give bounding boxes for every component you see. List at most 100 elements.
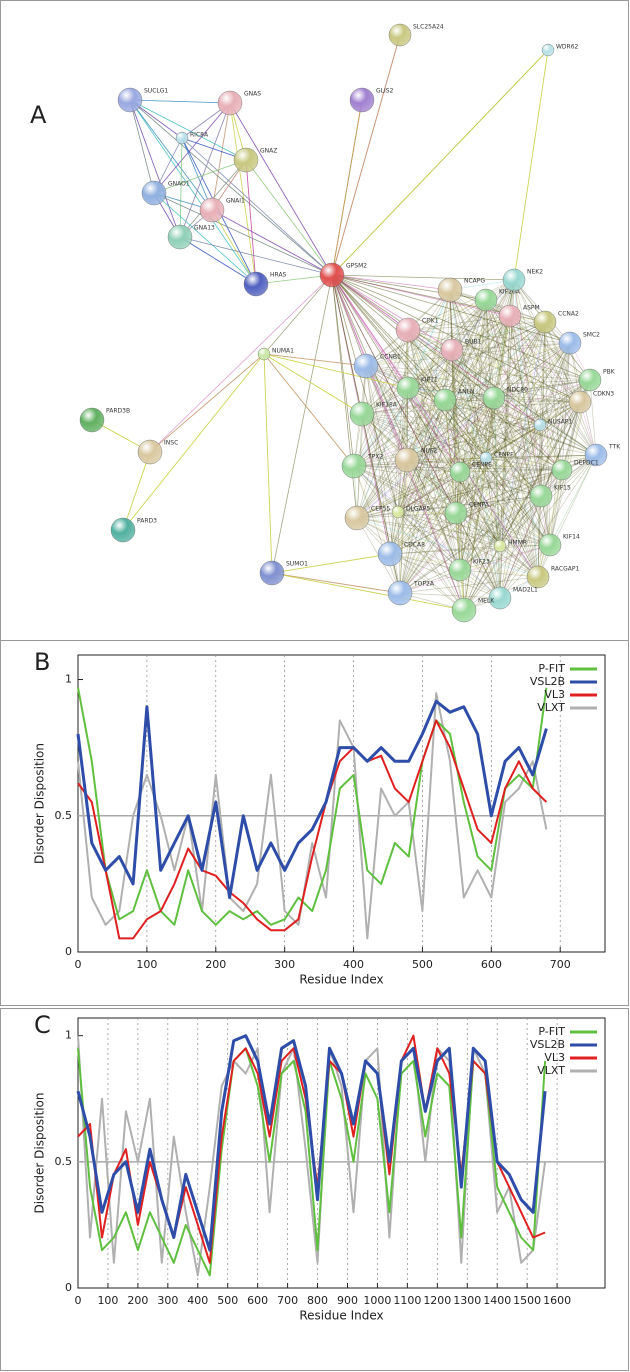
panel-label: B (34, 648, 50, 676)
network-edge (540, 342, 571, 497)
network-edge (356, 517, 539, 578)
y-tick-label: 0 (65, 1281, 72, 1294)
network-edge (407, 387, 461, 571)
network-edge (459, 401, 581, 473)
network-edge (397, 471, 461, 513)
node-label: KIF15 (554, 485, 571, 492)
network-edge (549, 342, 571, 546)
x-tick-label: 0 (75, 958, 82, 971)
x-axis-title: Residue Index (299, 1309, 383, 1323)
network-edge (361, 321, 546, 415)
network-edge (459, 379, 591, 571)
network-node (353, 353, 379, 379)
network-edge (544, 321, 581, 403)
x-tick-label: 1300 (453, 1294, 481, 1307)
network-edge (459, 457, 487, 571)
network-edge (399, 401, 581, 594)
network-edge (513, 49, 549, 281)
network-edge (389, 471, 461, 555)
network-edge (365, 342, 571, 367)
network-edge (129, 99, 155, 194)
network-edge (407, 329, 461, 571)
network-edge (153, 159, 247, 194)
network-edge (485, 457, 551, 546)
node-label: NUF2 (421, 448, 437, 455)
network-edge (263, 353, 355, 467)
network-edge (407, 329, 542, 497)
network-edge (399, 315, 511, 594)
network-edge (406, 289, 451, 461)
network-edge (181, 137, 333, 276)
network-node (448, 558, 472, 582)
network-edge (544, 321, 563, 471)
network-edge (406, 401, 581, 461)
network-edge (389, 379, 591, 555)
node-label: WDR62 (556, 44, 579, 51)
network-edge (397, 511, 465, 611)
network-node (259, 560, 285, 586)
network-edge (356, 517, 501, 599)
network-edge (455, 454, 597, 514)
node-label: PARD3 (137, 518, 157, 525)
network-edge (399, 342, 571, 594)
network-node (141, 180, 167, 206)
x-tick-label: 1200 (423, 1294, 451, 1307)
node-label: INSC (164, 440, 178, 447)
network-edge (399, 576, 539, 594)
network-edge (211, 209, 257, 285)
network-edge (444, 379, 591, 401)
network-edge (245, 159, 333, 276)
node-label: KIF23 (473, 559, 490, 566)
network-edge (509, 315, 563, 471)
node-label: GNAZ (260, 148, 277, 155)
network-edge (397, 511, 501, 599)
network-edge (407, 329, 591, 381)
network-edge (499, 495, 542, 599)
network-edge (485, 299, 495, 399)
network-edge (356, 315, 511, 519)
network-edge (365, 365, 487, 459)
network-edge (389, 299, 487, 555)
network-edge (365, 365, 391, 555)
node-label: NCAPG (464, 278, 485, 285)
network-edge (449, 289, 581, 403)
network-edge (179, 102, 231, 238)
network-edge (513, 279, 563, 471)
network-edge (459, 471, 501, 547)
network-edge (331, 274, 571, 344)
network-edge (407, 387, 487, 459)
network-edge (353, 387, 409, 467)
network-edge (544, 321, 551, 546)
network-edge (331, 274, 539, 578)
network-edge (451, 349, 461, 571)
network-edge (397, 469, 563, 513)
network-edge (499, 342, 571, 599)
network-edge (485, 299, 501, 547)
network-edge (271, 274, 333, 574)
network-edge (459, 342, 571, 571)
network-edge (540, 321, 546, 497)
network-edge (407, 329, 581, 403)
node-label: NEK2 (527, 269, 543, 276)
network-edge (561, 342, 571, 471)
network-edge (493, 397, 501, 599)
node-label: DEPDC1 (574, 460, 599, 467)
network-edge (153, 192, 257, 285)
network-edge (537, 321, 546, 578)
node-label: SUCLG1 (144, 88, 168, 95)
network-edge (353, 401, 581, 467)
network-edge (389, 401, 581, 555)
x-tick-label: 200 (205, 958, 226, 971)
node-label: MELK (478, 598, 495, 605)
x-tick-label: 800 (307, 1294, 328, 1307)
network-edge (485, 299, 571, 344)
network-edge (499, 469, 563, 547)
network-edge (331, 274, 501, 547)
network-edge (331, 274, 461, 571)
node-label: SLC25A24 (413, 24, 444, 31)
network-node (396, 376, 420, 400)
node-label: KIF20A (499, 289, 521, 296)
network-edge (389, 342, 571, 555)
network-node (344, 505, 370, 531)
